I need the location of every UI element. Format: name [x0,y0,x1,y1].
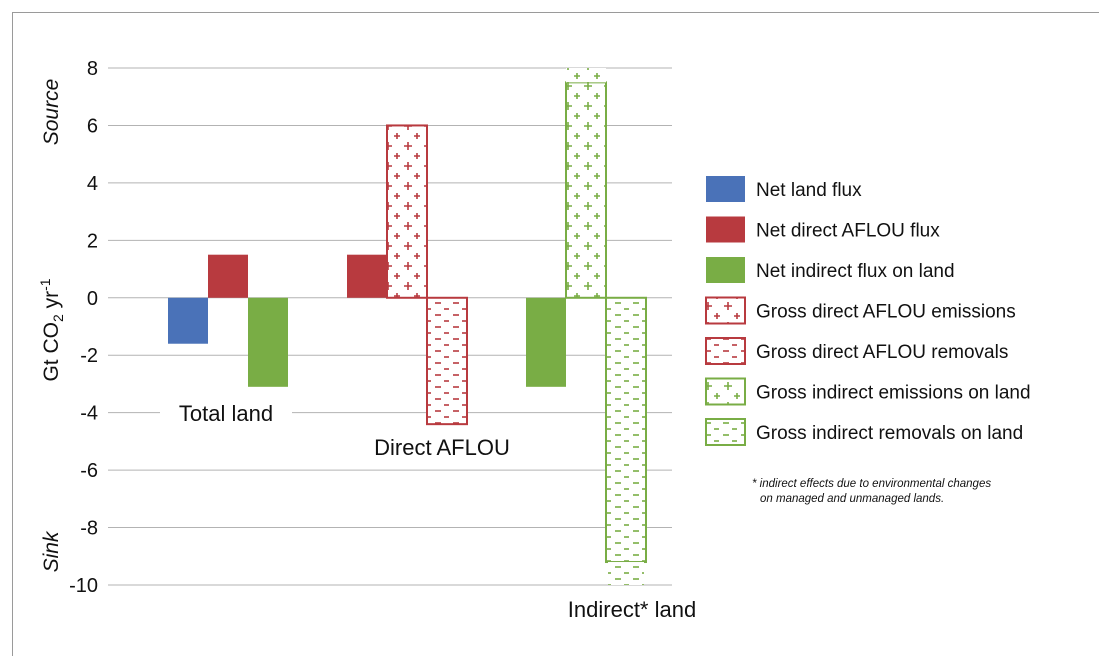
group-label-total-land: Total land [179,401,273,426]
bar [168,297,208,344]
y-tick-label: 6 [87,115,98,137]
legend-label: Gross direct AFLOU emissions [756,302,1016,323]
y-tick-label: -6 [80,460,98,482]
footnote-line-1: * indirect effects due to environmental … [752,478,991,490]
y-axis-label-unit: yr [40,291,63,314]
legend-swatch [705,296,746,325]
y-tick-label: -2 [80,345,98,367]
legend-label: Net indirect flux on land [756,261,955,282]
bar [565,81,607,299]
group-label-direct-aflou: Direct AFLOU [374,435,510,460]
bar [426,296,468,426]
footnote-line-2: on managed and unmanaged lands. [760,493,944,505]
legend-swatch [705,418,746,446]
bar-range-extension [608,562,644,585]
bar [248,297,288,387]
group-label-total-bg [160,398,292,428]
legend-swatch [705,377,746,406]
y-tick-label: -10 [69,575,98,597]
y-tick-label: -8 [80,518,98,540]
legend-label: Gross indirect removals on land [756,423,1023,444]
legend-label: Gross indirect emissions on land [756,383,1031,404]
sink-label: Sink [40,530,63,572]
bar [386,124,428,299]
legend: Net land flux Net direct AFLOU flux Net in… [705,176,1031,446]
legend-label: Net land flux [756,180,862,201]
y-tick-label: 8 [87,58,98,80]
bar [526,297,566,387]
bar [605,296,647,564]
legend-swatch [705,337,746,365]
legend-swatch [706,216,745,243]
legend-label: Net direct AFLOU flux [756,221,940,242]
y-axis-label-superscript: -1 [37,278,53,291]
bar [347,254,387,298]
y-tick-labels: 8 6 4 2 0 -2 -4 -6 -8 -10 [69,58,98,597]
group-label-indirect-land: Indirect* land [568,597,696,622]
legend-swatch [706,176,745,202]
bar [208,254,248,298]
y-axis-label-subscript: 2 [50,314,66,322]
y-tick-label: 4 [87,173,98,195]
y-tick-label: -4 [80,403,98,425]
bars [168,68,647,585]
y-tick-label: 0 [87,288,98,310]
bar-range-extension [566,68,606,83]
source-label: Source [40,79,63,146]
y-tick-label: 2 [87,230,98,252]
y-axis-label-main: Gt CO [40,322,63,382]
legend-swatch [706,257,745,283]
legend-label: Gross direct AFLOU removals [756,342,1008,363]
figure-frame [12,12,1099,656]
y-axis-label: Gt CO2 yr-1 [37,278,66,381]
group-label-direct-bg [356,433,528,463]
